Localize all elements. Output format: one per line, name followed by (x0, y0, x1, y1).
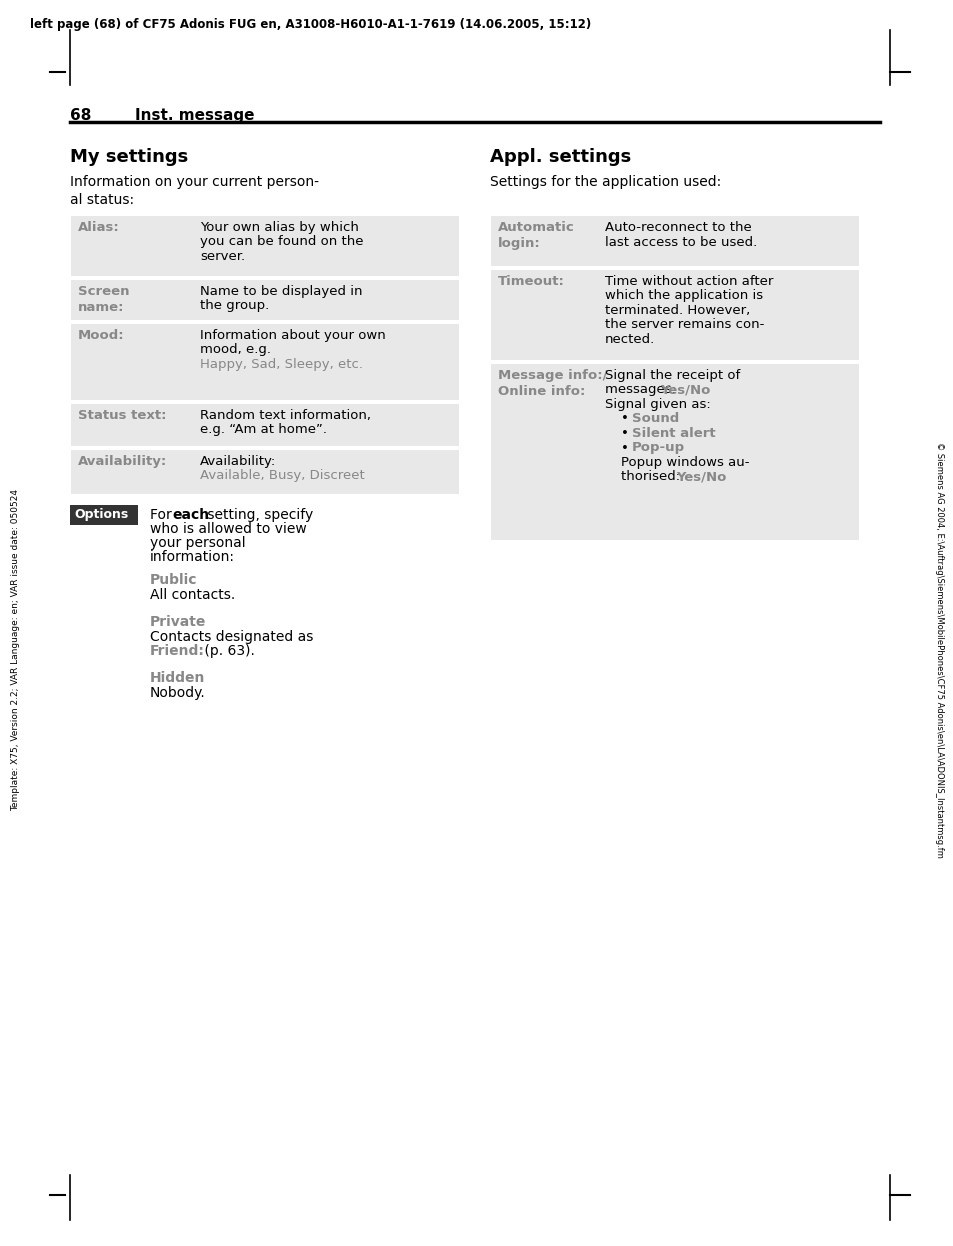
Text: Information on your current person-
al status:: Information on your current person- al s… (70, 174, 318, 207)
Text: Status text:: Status text: (78, 409, 167, 422)
Text: For: For (150, 508, 176, 522)
FancyBboxPatch shape (70, 505, 138, 525)
Text: Message info:/
Online info:: Message info:/ Online info: (497, 369, 607, 397)
Text: who is allowed to view: who is allowed to view (150, 522, 307, 536)
Text: Signal given as:: Signal given as: (604, 397, 710, 411)
Text: Silent alert: Silent alert (631, 427, 715, 440)
Text: e.g. “Am at home”.: e.g. “Am at home”. (200, 424, 327, 436)
Text: Random text information,: Random text information, (200, 409, 371, 422)
Text: Your own alias by which: Your own alias by which (200, 221, 358, 234)
FancyBboxPatch shape (490, 269, 859, 361)
Text: Timeout:: Timeout: (497, 275, 564, 288)
Text: thorised:: thorised: (620, 471, 683, 483)
Text: Information about your own: Information about your own (200, 329, 385, 341)
Text: My settings: My settings (70, 148, 188, 166)
Text: Name to be displayed in: Name to be displayed in (200, 285, 362, 298)
FancyBboxPatch shape (70, 216, 459, 277)
FancyBboxPatch shape (70, 402, 459, 447)
Text: •: • (620, 441, 633, 455)
Text: Automatic
login:: Automatic login: (497, 221, 574, 250)
Text: which the application is: which the application is (604, 289, 762, 303)
Text: Public: Public (150, 573, 197, 587)
Text: last access to be used.: last access to be used. (604, 235, 757, 248)
Text: Options: Options (74, 508, 128, 521)
Text: Template: X75, Version 2.2; VAR Language: en; VAR issue date: 050524: Template: X75, Version 2.2; VAR Language… (11, 488, 20, 811)
Text: terminated. However,: terminated. However, (604, 304, 749, 316)
Text: Alias:: Alias: (78, 221, 120, 234)
Text: Settings for the application used:: Settings for the application used: (490, 174, 720, 189)
FancyBboxPatch shape (490, 216, 859, 267)
Text: Contacts designated as: Contacts designated as (150, 630, 313, 644)
Text: Auto-reconnect to the: Auto-reconnect to the (604, 221, 751, 234)
FancyBboxPatch shape (70, 449, 459, 495)
Text: Time without action after: Time without action after (604, 275, 773, 288)
Text: All contacts.: All contacts. (150, 588, 235, 602)
Text: setting, specify: setting, specify (203, 508, 313, 522)
Text: (p. 63).: (p. 63). (200, 644, 254, 658)
Text: information:: information: (150, 549, 234, 564)
FancyBboxPatch shape (70, 323, 459, 401)
Text: Screen
name:: Screen name: (78, 285, 130, 314)
Text: Inst. message: Inst. message (135, 108, 254, 123)
Text: the server remains con-: the server remains con- (604, 319, 763, 331)
Text: you can be found on the: you can be found on the (200, 235, 363, 248)
Text: nected.: nected. (604, 333, 655, 346)
Text: •: • (620, 412, 633, 425)
Text: Yes/No: Yes/No (676, 471, 725, 483)
Text: Appl. settings: Appl. settings (490, 148, 631, 166)
FancyBboxPatch shape (490, 363, 859, 541)
Text: 68: 68 (70, 108, 91, 123)
Text: Nobody.: Nobody. (150, 687, 206, 700)
Text: mood, e.g.: mood, e.g. (200, 344, 271, 356)
Text: Popup windows au-: Popup windows au- (620, 456, 749, 468)
Text: Available, Busy, Discreet: Available, Busy, Discreet (200, 470, 364, 482)
Text: Availability:: Availability: (200, 455, 276, 468)
FancyBboxPatch shape (70, 279, 459, 321)
Text: Pop-up: Pop-up (631, 441, 684, 455)
Text: •: • (620, 427, 633, 440)
Text: Sound: Sound (631, 412, 679, 425)
Text: messages:: messages: (604, 384, 679, 396)
Text: your personal: your personal (150, 536, 245, 549)
Text: Availability:: Availability: (78, 455, 167, 468)
Text: Friend:: Friend: (150, 644, 205, 658)
Text: Mood:: Mood: (78, 329, 125, 341)
Text: © Siemens AG 2004, E:\Auftrag\Siemens\MobilePhones\CF75 Adonis\en\LA\ADONIS_Inst: © Siemens AG 2004, E:\Auftrag\Siemens\Mo… (935, 442, 943, 858)
Text: Happy, Sad, Sleepy, etc.: Happy, Sad, Sleepy, etc. (200, 358, 363, 371)
Text: the group.: the group. (200, 299, 269, 313)
Text: Private: Private (150, 616, 206, 629)
Text: left page (68) of CF75 Adonis FUG en, A31008-H6010-A1-1-7619 (14.06.2005, 15:12): left page (68) of CF75 Adonis FUG en, A3… (30, 17, 591, 31)
Text: each: each (172, 508, 209, 522)
Text: Hidden: Hidden (150, 672, 205, 685)
Text: Signal the receipt of: Signal the receipt of (604, 369, 740, 383)
Text: server.: server. (200, 250, 245, 263)
Text: Yes/No: Yes/No (659, 384, 710, 396)
